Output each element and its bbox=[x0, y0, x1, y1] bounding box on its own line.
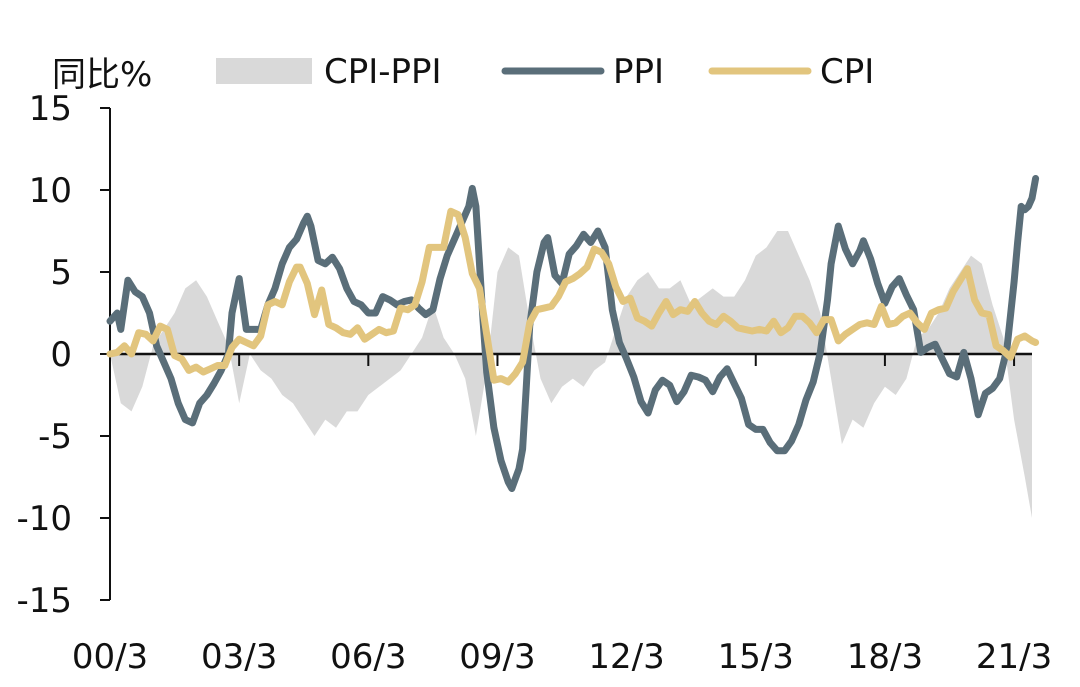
series-line-ppi bbox=[106, 175, 1040, 492]
line-layer bbox=[106, 175, 1040, 492]
legend-label-cpi: CPI bbox=[820, 52, 874, 92]
x-tick-label: 06/3 bbox=[330, 637, 406, 677]
y-axis-label: 同比% bbox=[52, 55, 152, 95]
cpi-ppi-area-layer bbox=[110, 231, 1032, 518]
y-tick-label: -15 bbox=[16, 581, 72, 621]
x-tick-label: 18/3 bbox=[847, 637, 923, 677]
legend-swatch-cpi-ppi bbox=[216, 58, 312, 84]
series-area-cpi-ppi bbox=[110, 231, 1032, 518]
legend-label-cpi-ppi: CPI-PPI bbox=[324, 52, 442, 92]
y-tick-label: -5 bbox=[38, 417, 72, 457]
y-tick-label: 5 bbox=[50, 253, 72, 293]
y-tick-label: 15 bbox=[29, 89, 72, 129]
axis-layer bbox=[100, 107, 1032, 601]
y-tick-label: 10 bbox=[29, 171, 72, 211]
x-tick-label: 15/3 bbox=[718, 637, 794, 677]
legend: CPI-PPI PPI CPI bbox=[216, 52, 874, 92]
x-tick-label: 00/3 bbox=[72, 637, 148, 677]
x-tick-label: 09/3 bbox=[459, 637, 535, 677]
x-tick-label: 03/3 bbox=[201, 637, 277, 677]
x-tick-label: 21/3 bbox=[976, 637, 1052, 677]
series-line-cpi bbox=[106, 207, 1040, 386]
x-tick-label: 12/3 bbox=[588, 637, 664, 677]
y-tick-label: 0 bbox=[50, 335, 72, 375]
y-tick-label: -10 bbox=[16, 499, 72, 539]
legend-label-ppi: PPI bbox=[613, 52, 664, 92]
